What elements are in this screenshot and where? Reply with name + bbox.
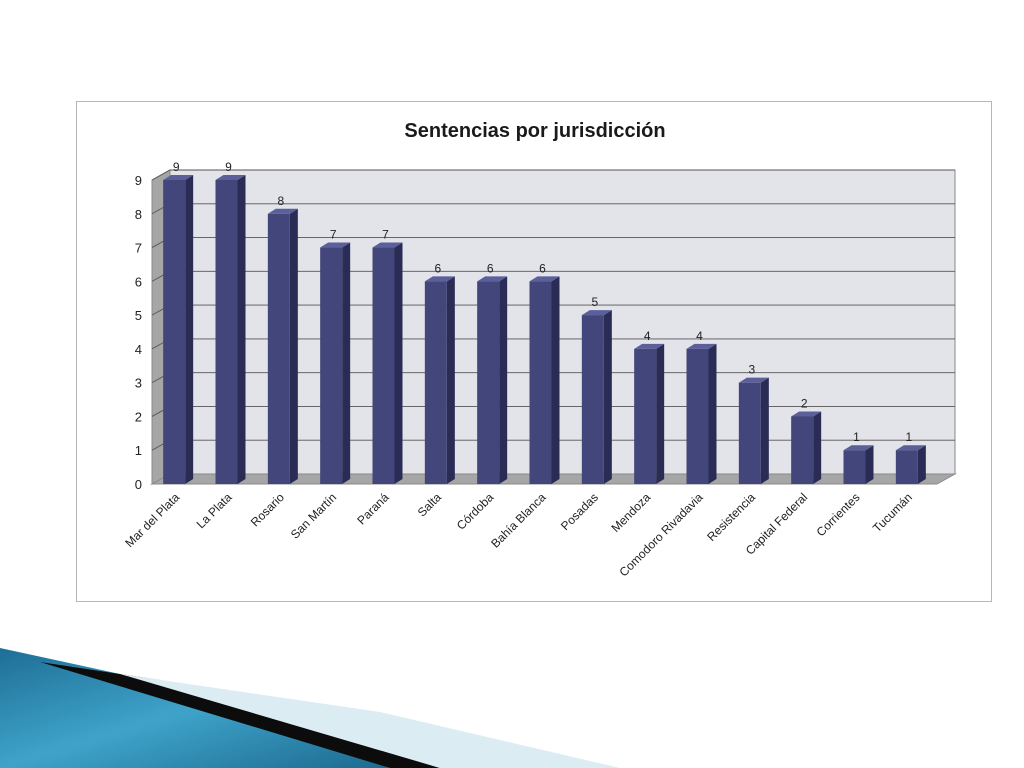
x-tick-label: Mar del Plata — [122, 490, 182, 550]
bar — [634, 348, 657, 484]
data-label: 8 — [277, 194, 284, 208]
bar — [267, 213, 290, 484]
bar-side — [865, 445, 874, 484]
data-label: 7 — [382, 228, 389, 242]
bar-top — [791, 411, 822, 417]
bar — [895, 450, 918, 484]
y-tick-label: 8 — [135, 207, 142, 222]
bar — [372, 247, 395, 484]
bar-top — [738, 377, 769, 383]
bar-side — [603, 310, 612, 484]
bar-side — [289, 208, 298, 484]
bar-side — [813, 411, 822, 484]
x-tick-label: Bahía Blanca — [488, 490, 549, 551]
y-tick-label: 0 — [135, 477, 142, 492]
x-tick-label: Córdoba — [454, 490, 497, 533]
data-label: 1 — [905, 430, 912, 444]
x-tick-label: Paraná — [354, 490, 391, 527]
data-label: 6 — [434, 261, 441, 275]
bar-top — [477, 276, 508, 282]
x-tick-label: Resistencia — [704, 490, 758, 544]
x-tick-label: Salta — [415, 490, 444, 519]
bar-top — [634, 343, 665, 349]
chart-frame: Sentencias por jurisdicción 0 1 2 3 4 5 6 7 8 9 9 M… — [76, 101, 992, 602]
bar — [686, 348, 709, 484]
x-tick-label: Tucumán — [870, 490, 915, 535]
bar-side — [708, 343, 717, 484]
y-tick-label: 9 — [135, 173, 142, 188]
bar — [843, 450, 866, 484]
data-label: 3 — [748, 363, 755, 377]
bar-side — [551, 276, 560, 484]
data-label: 4 — [696, 329, 703, 343]
bar-side — [237, 175, 246, 484]
bar-chart: Sentencias por jurisdicción 0 1 2 3 4 5 6 7 8 9 9 M… — [122, 120, 957, 579]
y-tick-label: 3 — [135, 376, 142, 391]
bar-side — [760, 377, 769, 484]
data-label: 4 — [644, 329, 651, 343]
data-label: 6 — [487, 261, 494, 275]
bar — [791, 416, 814, 484]
data-label: 1 — [853, 430, 860, 444]
bar-side — [342, 242, 351, 484]
bar-side — [499, 276, 508, 484]
y-tick-label: 2 — [135, 409, 142, 424]
x-tick-label: San Martín — [288, 490, 339, 541]
bar — [477, 281, 500, 484]
bar — [581, 315, 604, 484]
bar-top — [163, 175, 194, 180]
bar-side — [446, 276, 455, 484]
bar-top — [215, 175, 246, 180]
bar-top — [843, 445, 874, 451]
bar-top — [686, 343, 717, 349]
bar — [163, 180, 186, 484]
data-label: 5 — [591, 295, 598, 309]
bar-top — [581, 310, 612, 316]
bar — [738, 382, 761, 484]
bar — [320, 247, 343, 484]
bar — [424, 281, 447, 484]
bar-side — [917, 445, 926, 484]
bar-top — [529, 276, 560, 282]
bar-top — [267, 208, 298, 214]
data-label: 9 — [173, 160, 180, 174]
chart-title: Sentencias por jurisdicción — [404, 120, 665, 142]
y-tick-label: 6 — [135, 274, 142, 289]
y-tick-label: 1 — [135, 443, 142, 458]
x-tick-label: Mendoza — [608, 490, 653, 535]
bar-top — [424, 276, 455, 282]
bar-top — [372, 242, 403, 248]
x-tick-label: La Plata — [194, 490, 235, 531]
bar-side — [656, 343, 665, 484]
y-tick-label: 4 — [135, 342, 142, 357]
y-tick-label: 7 — [135, 241, 142, 256]
y-tick-label: 5 — [135, 308, 142, 323]
data-label: 6 — [539, 261, 546, 275]
data-label: 2 — [801, 396, 808, 410]
x-tick-label: Posadas — [558, 490, 601, 533]
bar-side — [394, 242, 403, 484]
x-tick-label: Rosario — [248, 490, 287, 529]
gridline — [151, 169, 955, 181]
bar-top — [895, 445, 926, 451]
bar — [215, 180, 238, 484]
bar — [529, 281, 552, 484]
slide-corner-decoration — [0, 648, 620, 768]
bar-side — [185, 175, 194, 484]
x-tick-label: Corrientes — [814, 490, 863, 539]
data-label: 9 — [225, 160, 232, 174]
bar-top — [320, 242, 351, 248]
data-label: 7 — [330, 228, 337, 242]
